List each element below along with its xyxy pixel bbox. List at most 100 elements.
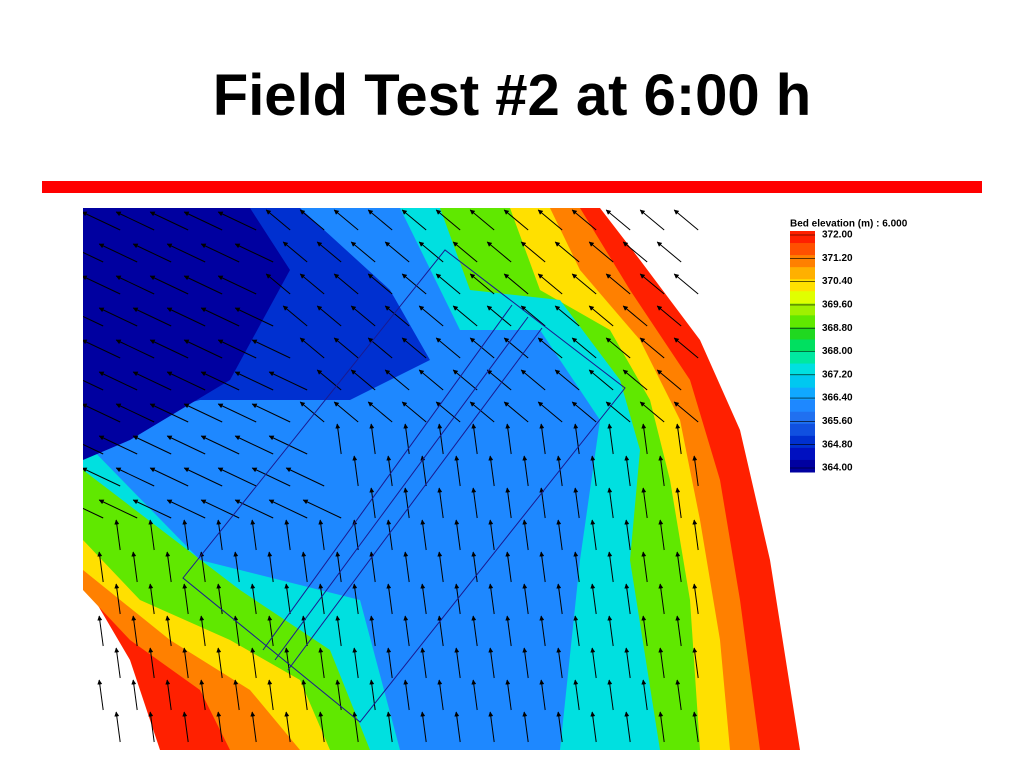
arrow bbox=[367, 209, 393, 231]
arrow bbox=[335, 615, 342, 647]
arrow bbox=[386, 519, 393, 551]
legend-label: 364.80 bbox=[822, 439, 853, 450]
arrow bbox=[607, 551, 614, 583]
arrow bbox=[505, 423, 512, 455]
arrow bbox=[420, 455, 427, 487]
arrow bbox=[692, 519, 699, 551]
legend-label: 370.40 bbox=[822, 276, 853, 287]
arrow bbox=[216, 711, 223, 743]
arrow bbox=[537, 401, 563, 423]
arrow bbox=[217, 339, 257, 359]
arrow bbox=[83, 211, 121, 231]
legend-swatch bbox=[790, 327, 815, 340]
arrow bbox=[556, 711, 563, 743]
legend-swatch bbox=[790, 291, 815, 304]
arrow bbox=[469, 401, 495, 423]
arrow bbox=[335, 423, 342, 455]
arrow bbox=[83, 467, 121, 487]
arrow bbox=[166, 371, 206, 391]
arrow bbox=[403, 551, 410, 583]
arrow bbox=[522, 519, 529, 551]
arrow bbox=[675, 551, 682, 583]
arrow bbox=[420, 583, 427, 615]
arrow bbox=[658, 647, 665, 679]
arrow bbox=[571, 273, 597, 295]
arrow bbox=[607, 615, 614, 647]
arrow bbox=[435, 337, 461, 359]
arrow bbox=[265, 209, 291, 231]
arrow bbox=[350, 305, 376, 327]
legend-swatch bbox=[790, 459, 815, 473]
arrow bbox=[418, 369, 444, 391]
arrow bbox=[148, 647, 155, 679]
arrow bbox=[114, 647, 121, 679]
arrow bbox=[98, 499, 138, 519]
arrow bbox=[114, 519, 121, 551]
arrow bbox=[333, 337, 359, 359]
arrow bbox=[537, 209, 563, 231]
arrow bbox=[350, 241, 376, 263]
arrow bbox=[386, 647, 393, 679]
arrow bbox=[384, 241, 410, 263]
arrow bbox=[384, 305, 410, 327]
arrow bbox=[539, 423, 546, 455]
arrow bbox=[234, 435, 274, 455]
arrow bbox=[115, 275, 155, 295]
arrow bbox=[488, 711, 495, 743]
arrow bbox=[369, 423, 376, 455]
arrow bbox=[268, 371, 308, 391]
arrow bbox=[335, 679, 342, 711]
legend-swatch bbox=[790, 303, 815, 316]
arrow bbox=[250, 647, 257, 679]
arrow bbox=[539, 615, 546, 647]
arrow bbox=[299, 209, 325, 231]
legend-swatch bbox=[790, 255, 815, 268]
arrow bbox=[505, 679, 512, 711]
velocity-arrows bbox=[83, 209, 699, 743]
arrow bbox=[401, 401, 427, 423]
title-rule bbox=[42, 181, 982, 193]
arrow bbox=[115, 403, 155, 423]
arrow bbox=[437, 423, 444, 455]
arrow bbox=[590, 647, 597, 679]
arrow bbox=[624, 455, 631, 487]
arrow bbox=[182, 519, 189, 551]
arrow bbox=[692, 711, 699, 743]
arrow bbox=[488, 455, 495, 487]
arrow bbox=[250, 583, 257, 615]
arrow bbox=[216, 519, 223, 551]
arrow bbox=[573, 615, 580, 647]
arrow bbox=[624, 647, 631, 679]
arrow bbox=[132, 435, 172, 455]
arrow bbox=[471, 679, 478, 711]
legend-swatch bbox=[790, 363, 815, 377]
arrow bbox=[573, 487, 580, 519]
arrow bbox=[149, 339, 189, 359]
legend-swatch bbox=[790, 339, 815, 352]
arrow bbox=[590, 711, 597, 743]
arrow bbox=[673, 273, 699, 295]
arrow bbox=[183, 403, 223, 423]
arrow bbox=[692, 583, 699, 615]
arrow bbox=[182, 647, 189, 679]
arrow bbox=[435, 273, 461, 295]
arrow bbox=[199, 679, 206, 711]
arrow bbox=[607, 423, 614, 455]
arrow bbox=[471, 423, 478, 455]
arrow bbox=[182, 583, 189, 615]
arrow bbox=[233, 679, 240, 711]
arrow bbox=[420, 711, 427, 743]
arrow bbox=[166, 435, 206, 455]
arrow bbox=[452, 241, 478, 263]
legend-swatch bbox=[790, 387, 815, 401]
arrow bbox=[471, 551, 478, 583]
arrow bbox=[166, 499, 206, 519]
arrow bbox=[658, 455, 665, 487]
legend-swatch bbox=[790, 411, 815, 425]
arrow bbox=[97, 615, 104, 647]
legend-label: 366.40 bbox=[822, 393, 853, 404]
arrow bbox=[200, 243, 240, 263]
arrow bbox=[183, 275, 223, 295]
arrow bbox=[132, 307, 172, 327]
arrow bbox=[605, 401, 631, 423]
